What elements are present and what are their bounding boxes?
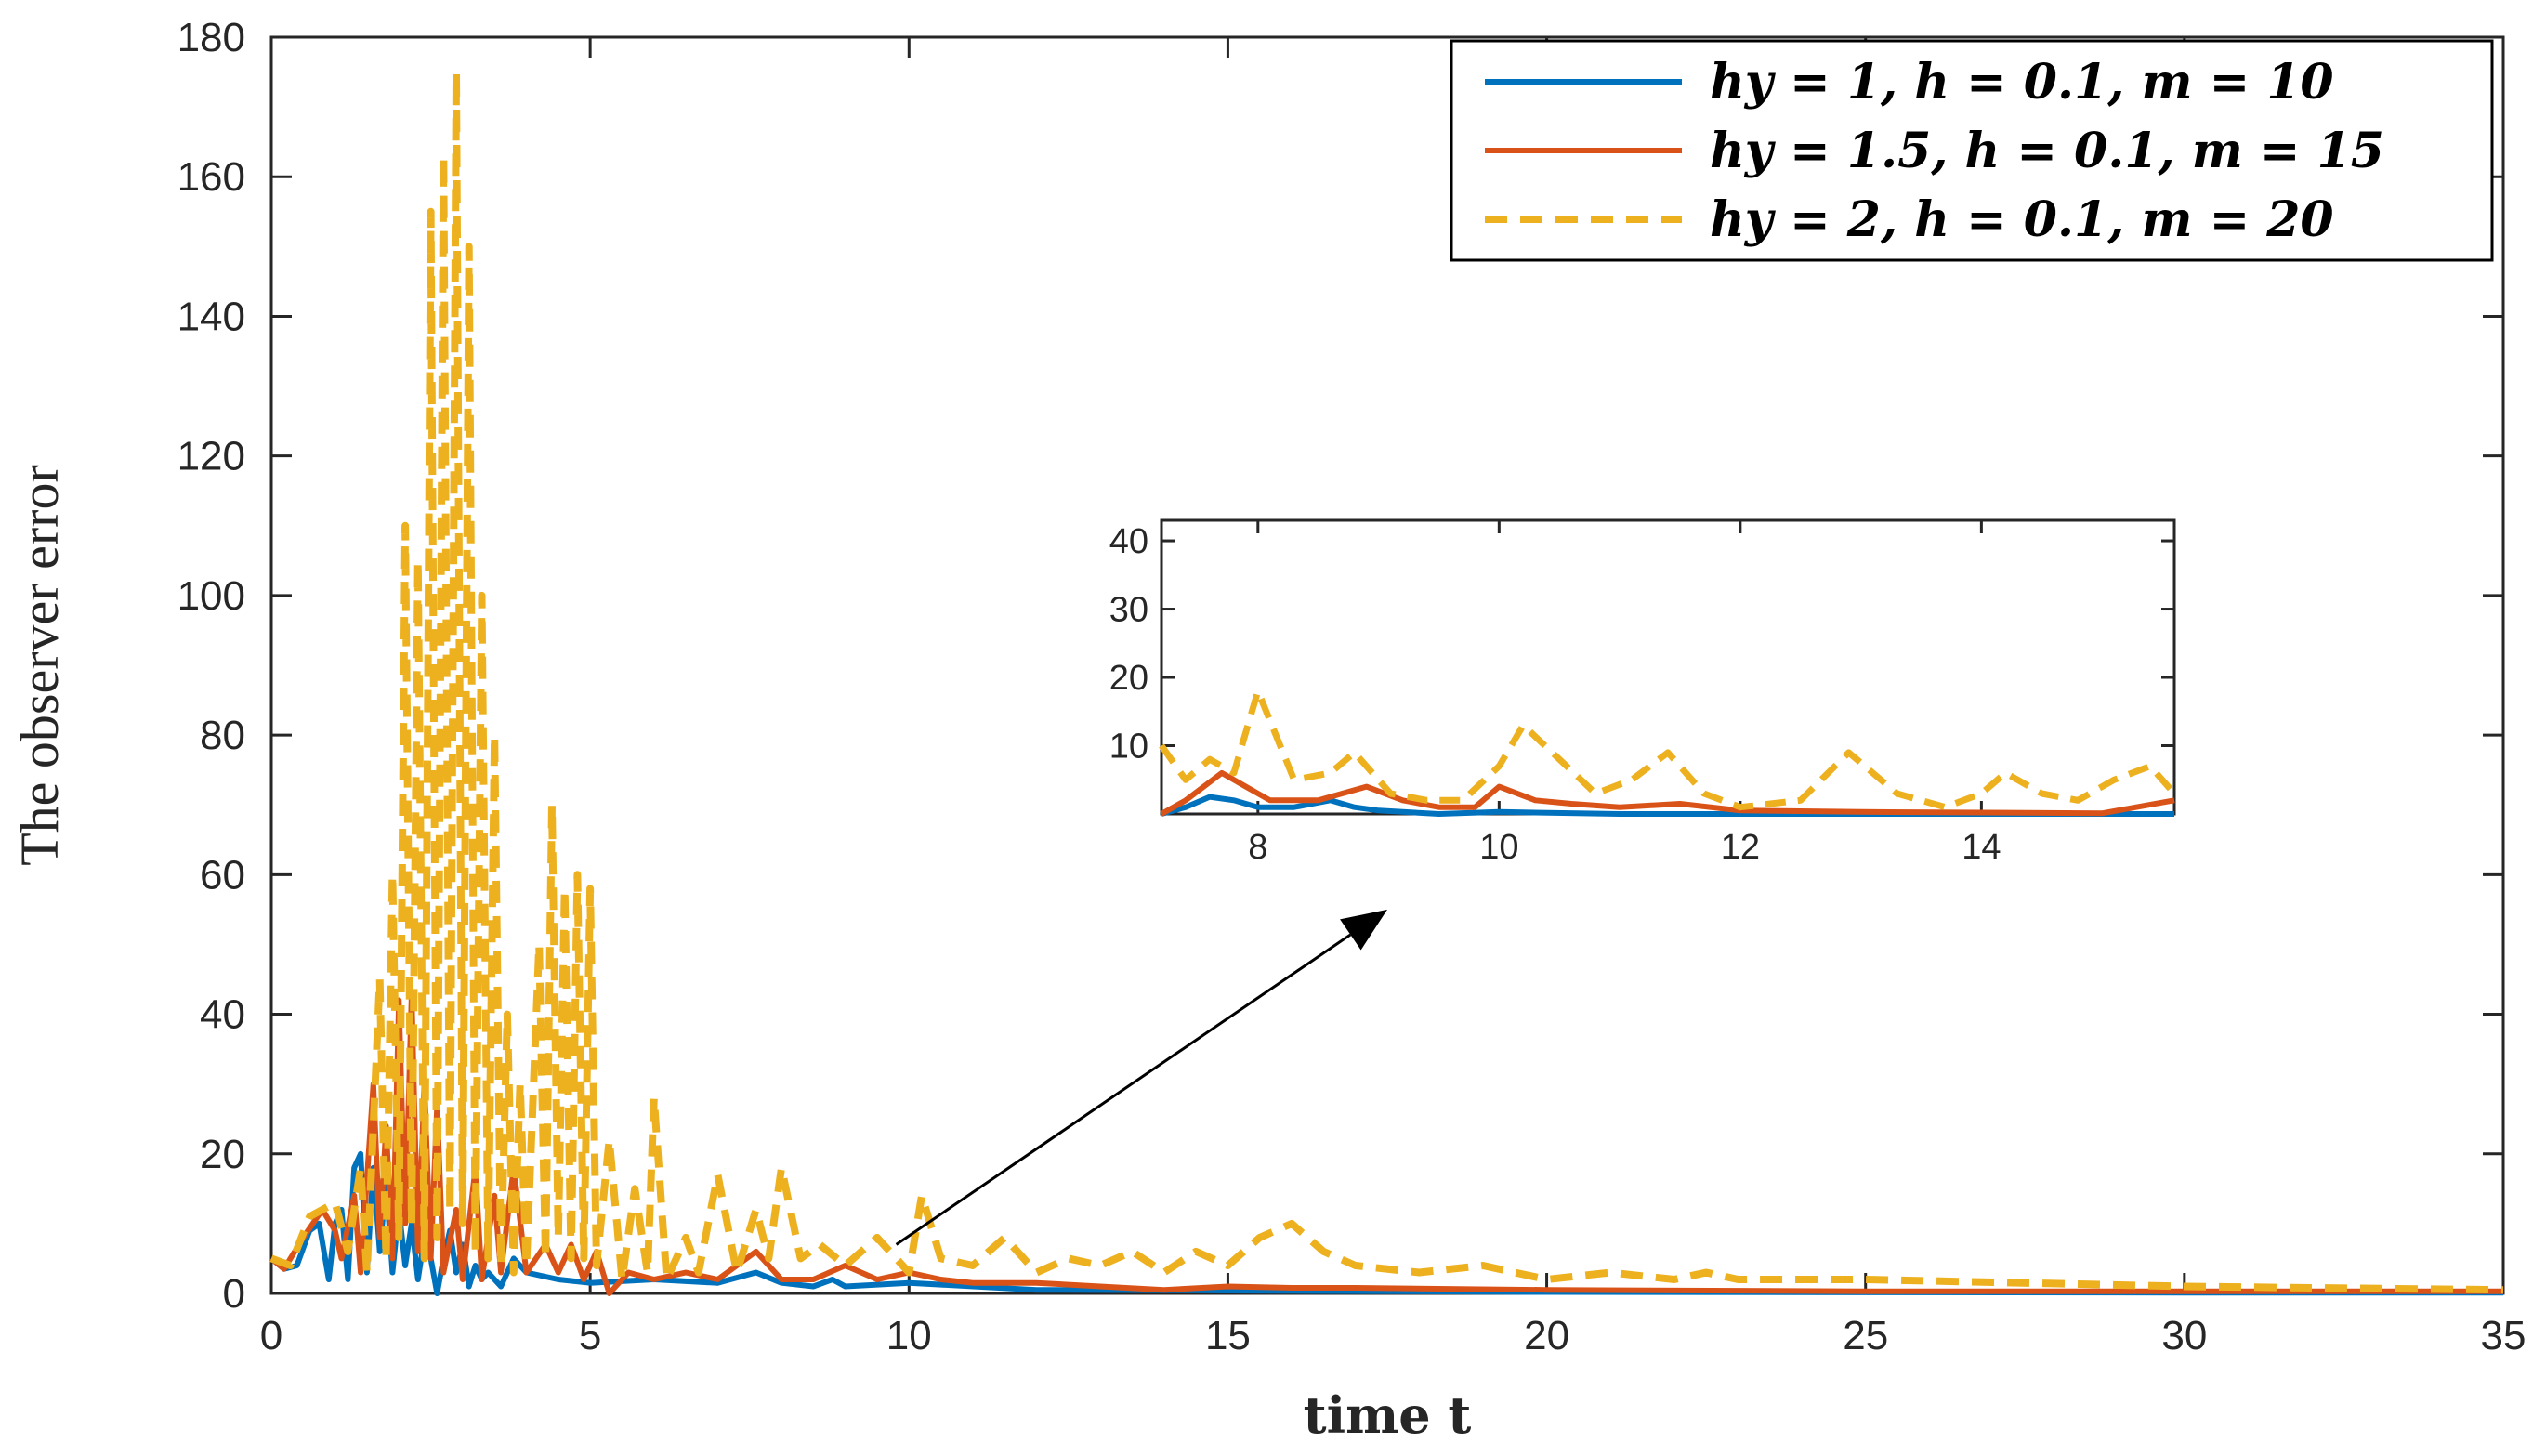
y-tick-label-100: 100 (177, 573, 245, 619)
y-tick-label-140: 140 (177, 294, 245, 339)
series-line-h-y-2-h-0-1-m-20 (269, 68, 2504, 1294)
inset-x-tick-label-8: 8 (1248, 828, 1267, 867)
inset-x-tick-label-10: 10 (1479, 828, 1518, 867)
inset-y-tick-label-10: 10 (1109, 728, 1148, 767)
legend-entry-h-y-2-h-0-1-m-20: hy = 2, h = 0.1, m = 20 (1485, 191, 2334, 248)
inset-axes: 8 10 12 14 10 20 30 40 (1109, 518, 2177, 867)
inset-series-line-h-y-1-5-h-0-1-m-15 (1160, 769, 2175, 817)
inset-series-line-h-y-2-h-0-1-m-20 (1159, 688, 2177, 811)
x-tick-label-20: 20 (1524, 1313, 1569, 1358)
x-tick-label-5: 5 (579, 1313, 601, 1358)
legend-label-3: hy = 2, h = 0.1, m = 20 (1710, 191, 2334, 248)
x-axis-title: time t (1304, 1385, 1472, 1445)
inset-y-tick-label-30: 30 (1109, 591, 1148, 630)
x-tick-label-0: 0 (260, 1313, 282, 1358)
y-tick-label-0: 0 (223, 1271, 245, 1317)
y-tick-label-80: 80 (200, 713, 245, 758)
inset-x-tick-labels: 8 10 12 14 (1248, 828, 2001, 867)
series-line-h-y-1-5-h-0-1-m-15 (269, 990, 2503, 1296)
y-axis-title: The observer error (9, 465, 70, 866)
inset-y-tick-label-20: 20 (1109, 659, 1148, 698)
y-tick-label-160: 160 (177, 154, 245, 200)
zoom-arrow-line (895, 933, 1352, 1246)
x-tick-label-10: 10 (886, 1313, 932, 1358)
main-series-lines (269, 68, 2504, 1296)
y-tick-label-120: 120 (177, 434, 245, 479)
y-tick-label-60: 60 (200, 852, 245, 898)
inset-x-tick-label-12: 12 (1721, 828, 1760, 867)
legend-entry-h-y-1-5-h-0-1-m-15: hy = 1.5, h = 0.1, m = 15 (1485, 123, 2384, 179)
y-tick-label-180: 180 (177, 15, 245, 60)
x-tick-label-30: 30 (2161, 1313, 2207, 1358)
zoom-arrow-head (1340, 909, 1387, 951)
legend-label-1: hy = 1, h = 0.1, m = 10 (1710, 54, 2334, 111)
main-y-tick-labels: 0 20 40 60 80 100 120 140 160 180 (177, 15, 245, 1317)
inset-plot-area (1160, 518, 2176, 816)
inset-y-tick-labels: 10 20 30 40 (1109, 522, 1148, 766)
zoom-arrow (895, 909, 1387, 1246)
legend: hy = 1, h = 0.1, m = 10 hy = 1.5, h = 0.1… (1450, 39, 2494, 262)
x-tick-label-15: 15 (1205, 1313, 1251, 1358)
y-tick-label-20: 20 (200, 1132, 245, 1177)
main-x-tick-labels: 0 5 10 15 20 25 30 35 (260, 1313, 2526, 1358)
inset-y-tick-label-40: 40 (1109, 522, 1148, 561)
inset-x-tick-label-14: 14 (1962, 828, 2001, 867)
series-line-h-y-1-h-0-1-m-10 (269, 1150, 2503, 1296)
inset-series-lines (1159, 688, 2177, 817)
legend-entries: hy = 1, h = 0.1, m = 10 hy = 1.5, h = 0.1… (1485, 54, 2384, 248)
y-tick-label-40: 40 (200, 992, 245, 1038)
x-tick-label-35: 35 (2481, 1313, 2526, 1358)
legend-label-2: hy = 1.5, h = 0.1, m = 15 (1710, 123, 2384, 179)
x-tick-label-25: 25 (1843, 1313, 1888, 1358)
legend-entry-h-y-1-h-0-1-m-10: hy = 1, h = 0.1, m = 10 (1485, 54, 2334, 111)
